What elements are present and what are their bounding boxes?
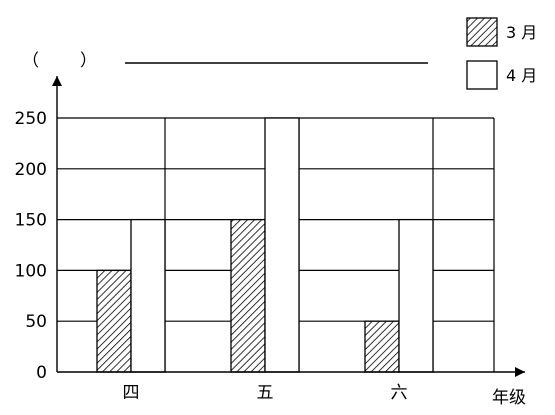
category-labels: 四五六 bbox=[123, 383, 408, 403]
y-tick-label-100: 100 bbox=[15, 261, 47, 281]
bar-april-0 bbox=[130, 218, 166, 373]
legend: 3 月 4 月 bbox=[466, 17, 537, 90]
legend-label-april: 4 月 bbox=[506, 66, 537, 85]
y-tick-label-0: 0 bbox=[36, 363, 47, 383]
y-tick-labels: 0 50 100 150 200 250 bbox=[15, 109, 47, 383]
y-tick-label-250: 250 bbox=[15, 109, 47, 129]
bar-march-1 bbox=[230, 218, 266, 373]
y-axis-arrow bbox=[52, 76, 62, 86]
y-tick-label-200: 200 bbox=[15, 160, 47, 180]
x-axis-unit-label: 年级 bbox=[492, 388, 526, 408]
legend-swatch-march bbox=[466, 17, 498, 47]
bar-april-1 bbox=[264, 117, 300, 373]
category-label-2: 六 bbox=[391, 383, 408, 403]
y-unit-open-paren: （ bbox=[22, 51, 39, 71]
bar-march-2 bbox=[364, 320, 400, 373]
y-tick-label-150: 150 bbox=[15, 211, 47, 231]
y-unit-close-paren: ） bbox=[80, 51, 97, 71]
legend-label-march: 3 月 bbox=[506, 23, 537, 42]
category-label-1: 五 bbox=[257, 383, 274, 403]
axes bbox=[52, 76, 525, 377]
bars bbox=[96, 117, 434, 373]
bar-march-0 bbox=[96, 269, 132, 373]
y-tick-label-50: 50 bbox=[25, 312, 47, 332]
legend-swatch-april bbox=[466, 60, 498, 90]
bar-april-2 bbox=[398, 218, 434, 373]
category-label-0: 四 bbox=[123, 383, 140, 403]
x-axis-arrow bbox=[515, 367, 525, 377]
